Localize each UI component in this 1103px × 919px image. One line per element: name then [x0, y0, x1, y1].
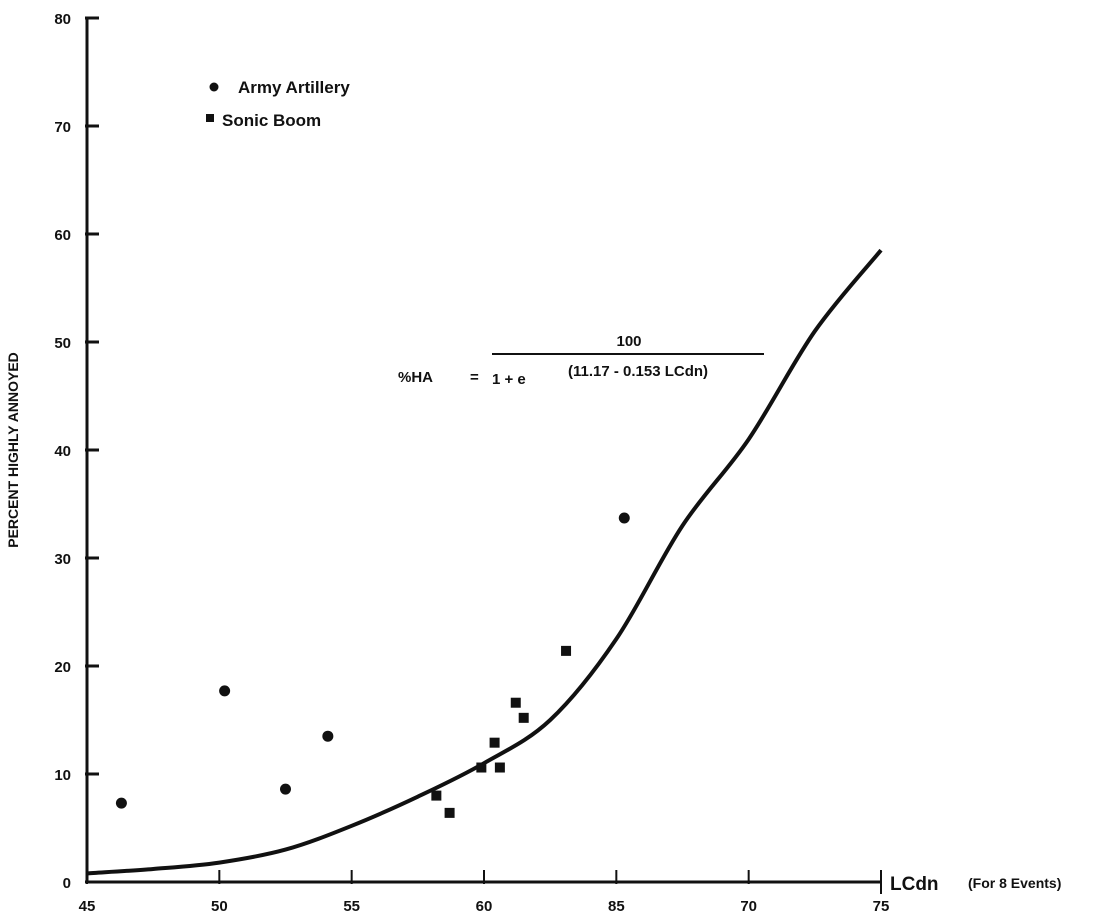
data-points — [115, 512, 630, 818]
x-tick-label: 85 — [608, 898, 625, 915]
legend: Army Artillery Sonic Boom — [206, 78, 350, 130]
formula-exponent: (11.17 - 0.153 LCdn) — [568, 363, 708, 380]
x-axis-label-main: LCdn — [890, 874, 939, 895]
sonic-boom-point — [518, 712, 529, 723]
sonic-boom-point — [494, 762, 505, 773]
y-tick-label: 50 — [54, 335, 71, 352]
army-artillery-point — [219, 685, 231, 697]
formula-numerator: 100 — [616, 333, 641, 350]
x-tick-label: 55 — [343, 898, 360, 915]
x-axis-label: LCdn (For 8 Events) — [880, 870, 1061, 895]
legend-label-army-artillery: Army Artillery — [238, 78, 350, 97]
sonic-boom-point — [431, 790, 442, 801]
y-tick-label: 70 — [54, 119, 71, 136]
x-tick-label: 75 — [873, 898, 890, 915]
y-tick-label: 0 — [63, 875, 71, 892]
y-tick-label: 60 — [54, 227, 71, 244]
x-tick-label: 50 — [211, 898, 228, 915]
army-artillery-point — [280, 783, 291, 795]
formula-denominator: 1 + e — [492, 371, 526, 388]
sonic-boom-point — [476, 762, 487, 773]
army-artillery-point — [115, 797, 127, 809]
sonic-boom-point — [561, 645, 572, 656]
x-tick-label: 60 — [476, 898, 493, 915]
legend-label-sonic-boom: Sonic Boom — [222, 111, 321, 130]
y-tick-label: 80 — [54, 11, 71, 28]
fit-curve — [86, 248, 883, 876]
formula-annotation: %HA = 100 1 + e (11.17 - 0.153 LCdn) — [398, 333, 764, 388]
y-tick-label: 30 — [54, 551, 71, 568]
legend-circle-icon — [209, 82, 219, 92]
x-ticks: 45 50 55 60 85 70 75 — [79, 870, 890, 915]
y-tick-label: 20 — [54, 659, 71, 676]
army-artillery-point — [322, 730, 334, 742]
y-tick-label: 40 — [54, 443, 71, 460]
y-ticks: 0 10 20 30 40 50 60 70 80 — [54, 11, 99, 892]
formula-lhs: %HA — [398, 369, 433, 386]
formula-equals: = — [470, 369, 479, 386]
x-axis-label-note: (For 8 Events) — [968, 875, 1061, 891]
army-artillery-point — [618, 512, 630, 524]
sonic-boom-point — [444, 807, 455, 818]
x-tick-label: 70 — [740, 898, 757, 915]
legend-square-icon — [206, 114, 214, 122]
sonic-boom-point — [510, 697, 521, 708]
y-axis-label: PERCENT HIGHLY ANNOYED — [5, 352, 21, 548]
x-tick-label: 45 — [79, 898, 96, 915]
sonic-boom-point — [489, 737, 500, 748]
y-tick-label: 10 — [54, 767, 71, 784]
